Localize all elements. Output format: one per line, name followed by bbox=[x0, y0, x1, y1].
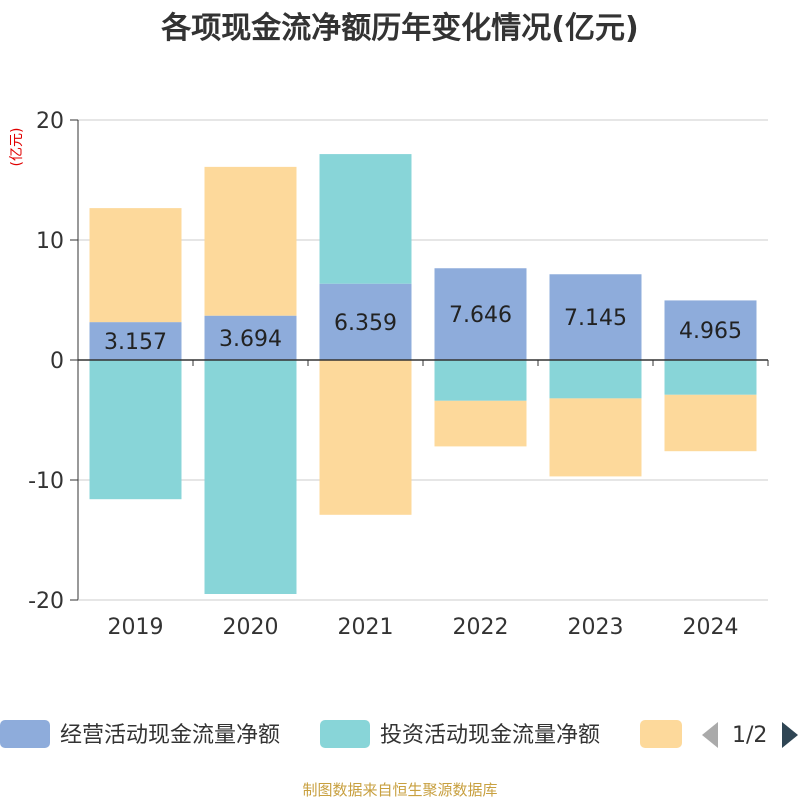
legend-label-operating[interactable]: 经营活动现金流量净额 bbox=[60, 723, 280, 748]
axes: 20 10 0 -10 -20 2019 2020 2021 2022 2023 2024 bbox=[28, 109, 769, 640]
bar-series-2-2020[interactable] bbox=[204, 166, 297, 316]
bar-series-2-2022[interactable] bbox=[434, 400, 527, 447]
legend-next-page-icon[interactable] bbox=[782, 722, 798, 748]
data-label: 4.965 bbox=[679, 319, 742, 344]
bar-series-0-2024[interactable] bbox=[664, 300, 757, 360]
data-label: 3.157 bbox=[104, 330, 167, 355]
bar-series-0-2019[interactable] bbox=[89, 322, 182, 360]
legend-swatch-operating[interactable] bbox=[0, 720, 50, 748]
bar-series-1-2019[interactable] bbox=[89, 360, 182, 500]
bar-series-1-2023[interactable] bbox=[549, 360, 642, 399]
y-tick-label: 0 bbox=[50, 349, 64, 374]
y-tick-label: 20 bbox=[36, 109, 64, 134]
bar-series-0-2022[interactable] bbox=[434, 268, 527, 360]
legend-label-investing[interactable]: 投资活动现金流量净额 bbox=[380, 723, 600, 748]
bar-series-2-2023[interactable] bbox=[549, 398, 642, 477]
data-label: 7.646 bbox=[449, 303, 512, 328]
bar-series-1-2020[interactable] bbox=[204, 360, 297, 594]
y-tick-label: 10 bbox=[36, 229, 64, 254]
bar-series-0-2023[interactable] bbox=[549, 274, 642, 360]
bar-series-2-2019[interactable] bbox=[89, 208, 182, 323]
bar-series-0-2021[interactable] bbox=[319, 283, 412, 360]
bar-series-2-2021[interactable] bbox=[319, 360, 412, 515]
bars bbox=[89, 154, 757, 594]
y-axis-unit: (亿元) bbox=[9, 128, 25, 167]
y-tick-label: -10 bbox=[28, 469, 64, 494]
bar-series-1-2022[interactable] bbox=[434, 360, 527, 401]
legend-swatch-investing[interactable] bbox=[320, 720, 370, 748]
legend-swatch-financing[interactable] bbox=[640, 720, 682, 748]
y-tick-label: -20 bbox=[28, 589, 64, 614]
x-tick-label: 2024 bbox=[683, 615, 739, 640]
data-labels: 3.157 3.694 6.359 7.646 7.145 4.965 bbox=[104, 303, 742, 355]
x-tick-label: 2022 bbox=[453, 615, 509, 640]
legend-page-indicator: 1/2 bbox=[732, 723, 767, 748]
legend: 经营活动现金流量净额 投资活动现金流量净额 1/2 bbox=[0, 720, 798, 748]
bar-series-1-2021[interactable] bbox=[319, 154, 412, 284]
data-label: 7.145 bbox=[564, 306, 627, 331]
bar-series-0-2020[interactable] bbox=[204, 315, 297, 360]
bar-series-1-2024[interactable] bbox=[664, 360, 757, 395]
x-tick-label: 2020 bbox=[223, 615, 279, 640]
data-label: 3.694 bbox=[219, 327, 282, 352]
bar-series-2-2024[interactable] bbox=[664, 394, 757, 452]
legend-prev-page-icon[interactable] bbox=[702, 722, 718, 748]
chart-title: 各项现金流净额历年变化情况(亿元) bbox=[160, 11, 638, 46]
data-label: 6.359 bbox=[334, 311, 397, 336]
source-note: 制图数据来自恒生聚源数据库 bbox=[302, 781, 497, 799]
x-tick-label: 2023 bbox=[568, 615, 624, 640]
x-tick-label: 2019 bbox=[108, 615, 164, 640]
x-tick-label: 2021 bbox=[338, 615, 394, 640]
